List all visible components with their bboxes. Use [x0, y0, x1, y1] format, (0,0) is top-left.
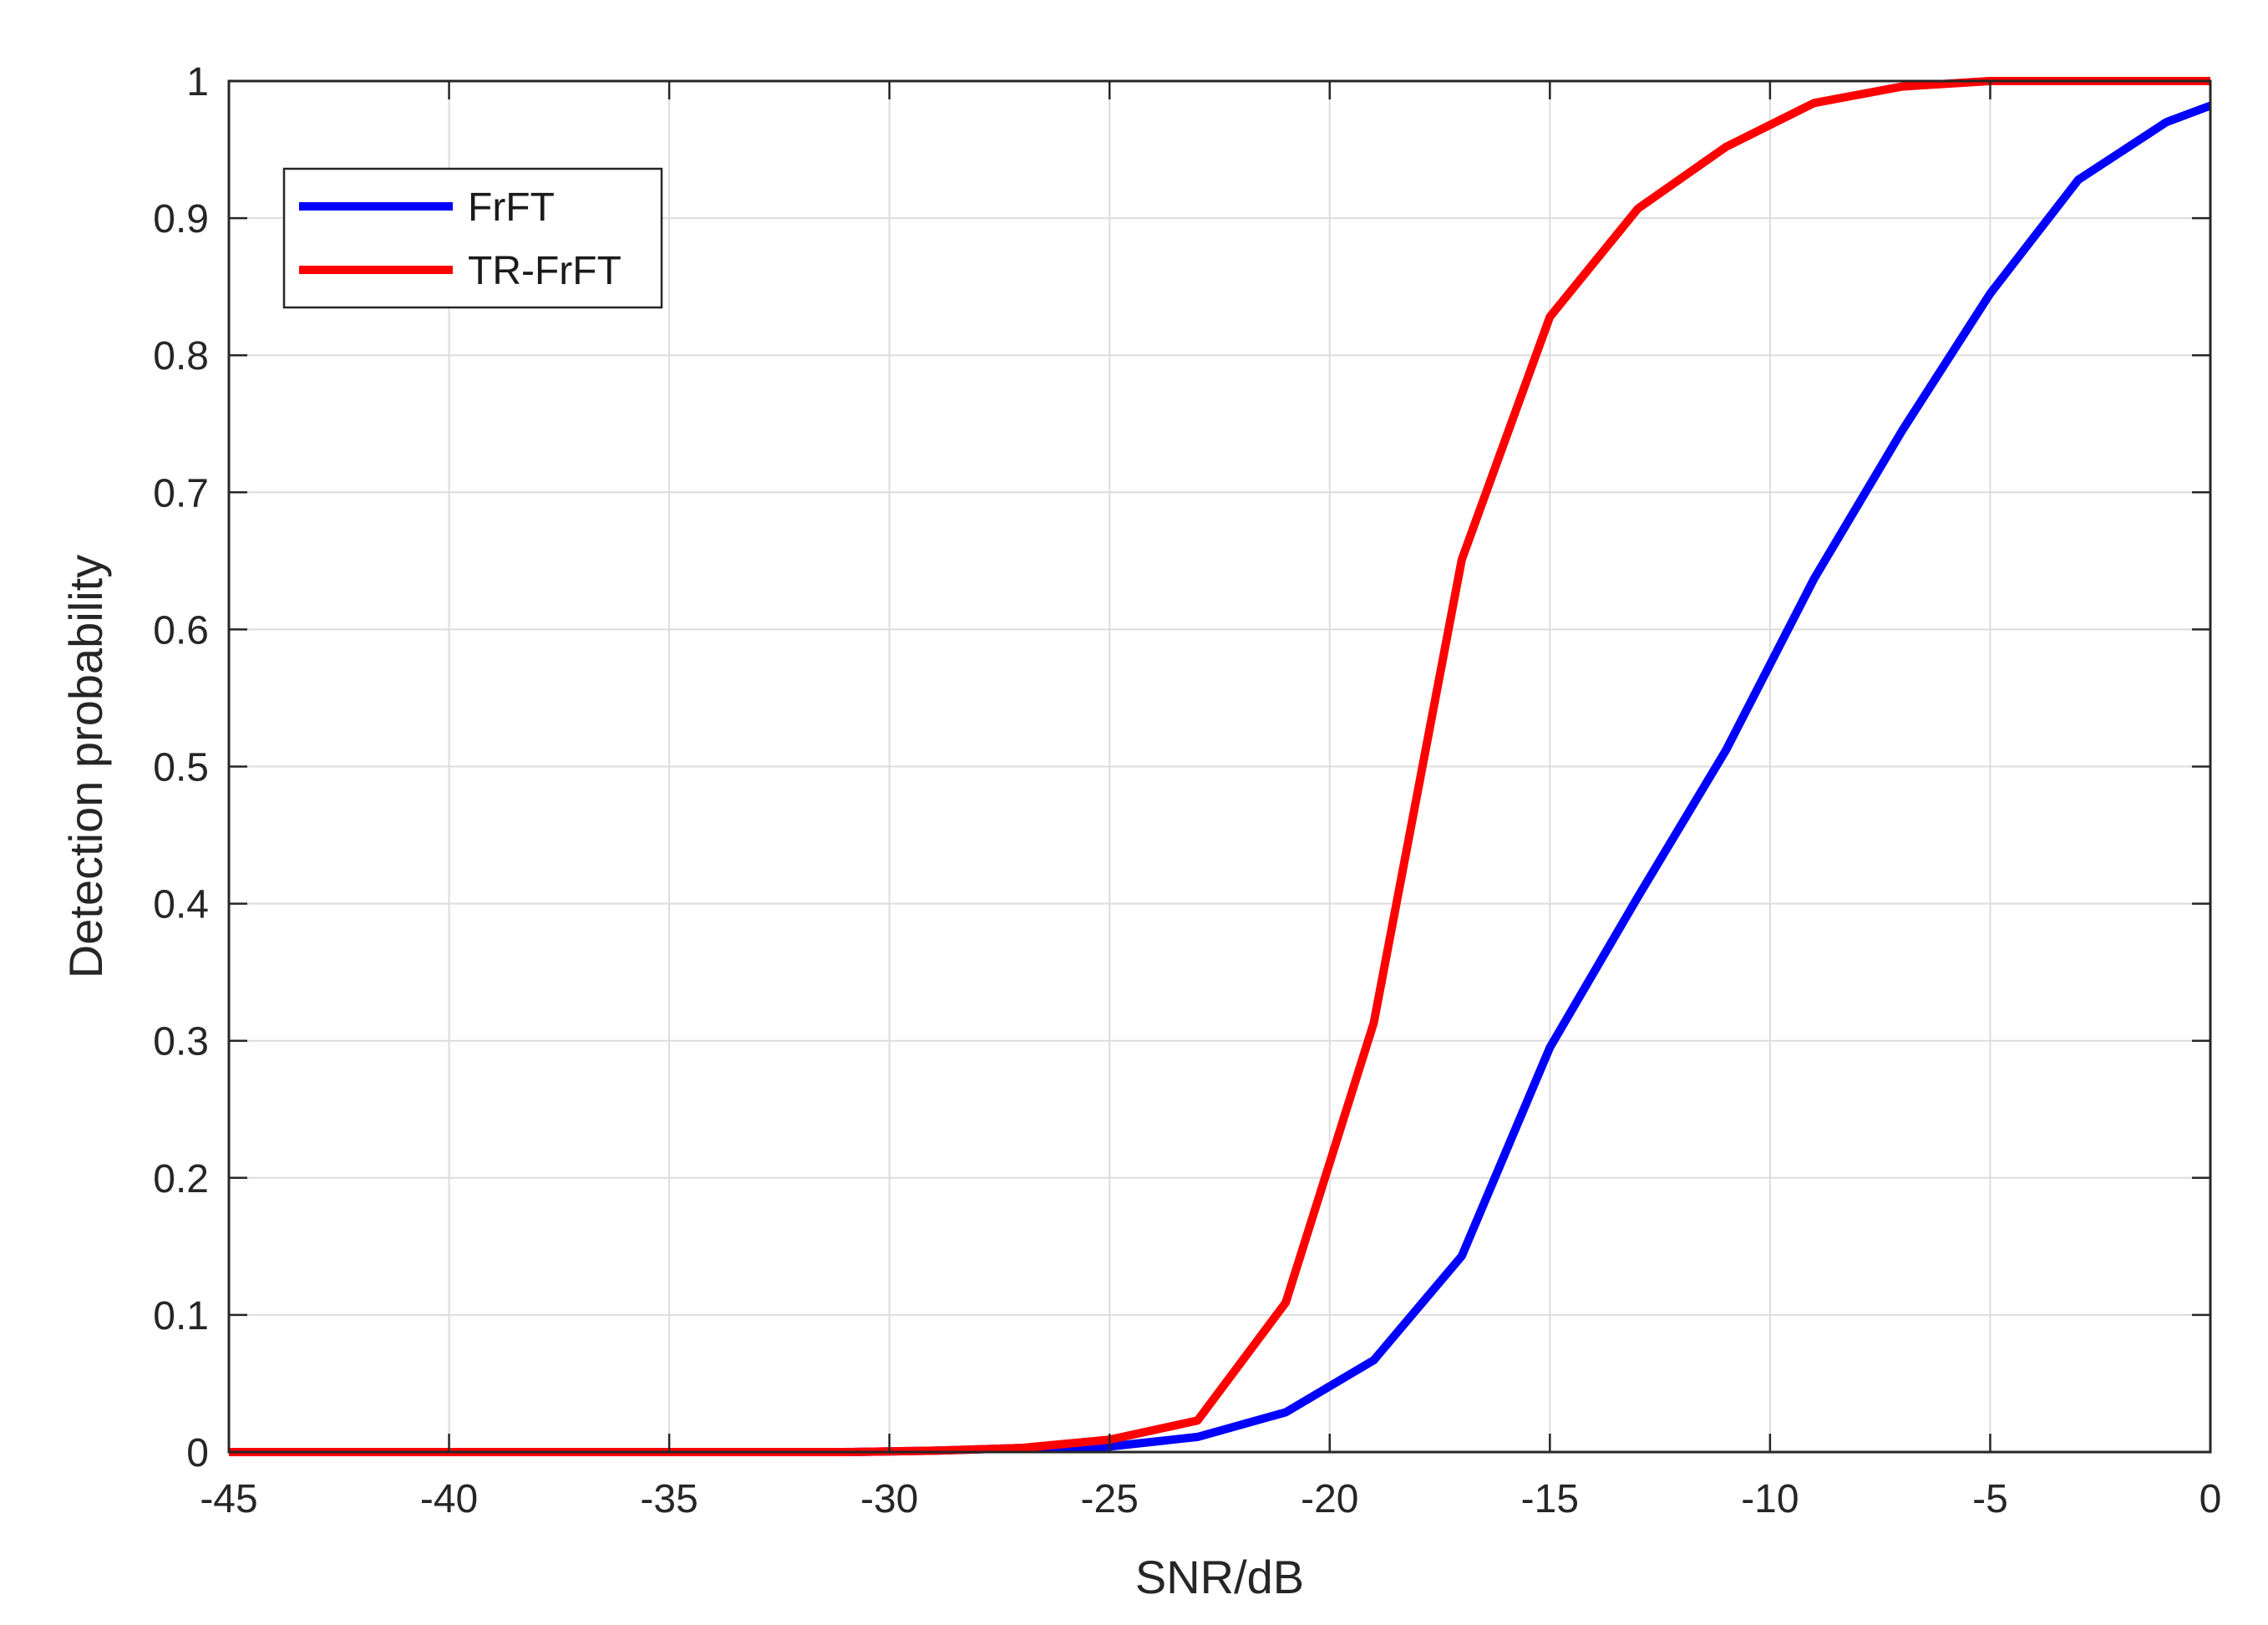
- x-tick-label: -35: [640, 1477, 698, 1521]
- x-axis-label: SNR/dB: [1135, 1551, 1304, 1603]
- y-axis-label: Detection probability: [59, 555, 112, 978]
- x-tick-label: -25: [1081, 1477, 1139, 1521]
- y-tick-label: 0.9: [153, 197, 209, 241]
- y-tick-label: 0: [186, 1431, 209, 1475]
- legend-box: [282, 167, 663, 309]
- y-tick-label: 0.3: [153, 1020, 209, 1064]
- y-tick-label: 0.8: [153, 334, 209, 378]
- y-tick-labels: 0 0.1 0.2 0.3 0.4 0.5 0.6 0.7 0.8 0.9 1: [153, 60, 209, 1475]
- x-tick-label: -45: [200, 1477, 257, 1521]
- legend-label-tr-frft: TR-FrFT: [468, 249, 622, 293]
- legend: FrFT TR-FrFT: [282, 167, 663, 309]
- x-tick-label: -15: [1521, 1477, 1579, 1521]
- x-tick-label: -30: [860, 1477, 918, 1521]
- x-tick-label: -40: [420, 1477, 478, 1521]
- ticks: [227, 79, 2212, 1454]
- x-tick-label: 0: [2200, 1477, 2222, 1521]
- x-tick-labels: -45 -40 -35 -30 -25 -20 -15 -10 -5 0: [200, 1477, 2221, 1521]
- y-tick-label: 0.6: [153, 608, 209, 653]
- x-tick-label: -5: [1972, 1477, 2008, 1521]
- y-tick-label: 0.4: [153, 883, 209, 927]
- y-tick-label: 1: [186, 60, 209, 104]
- y-tick-label: 0.7: [153, 471, 209, 515]
- x-tick-label: -10: [1741, 1477, 1799, 1521]
- x-tick-label: -20: [1301, 1477, 1358, 1521]
- y-tick-label: 0.1: [153, 1294, 209, 1338]
- legend-label-frft: FrFT: [468, 185, 555, 230]
- y-tick-label: 0.2: [153, 1157, 209, 1201]
- y-tick-label: 0.5: [153, 746, 209, 790]
